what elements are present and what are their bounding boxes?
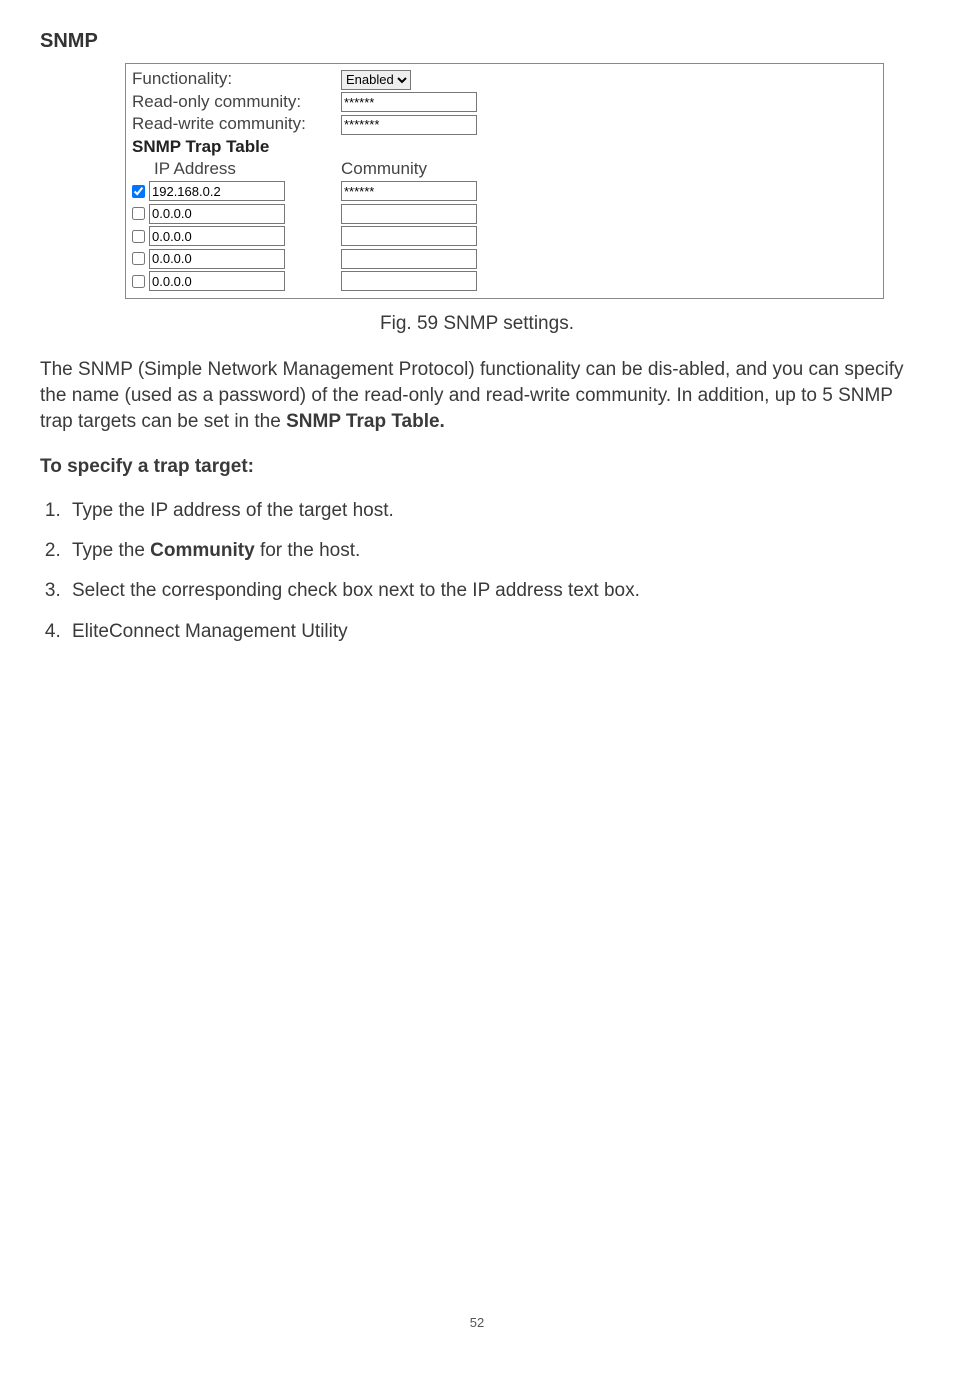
read-only-community-input[interactable] [341, 92, 477, 112]
trap-ip-input[interactable] [149, 181, 285, 201]
trap-row [132, 225, 481, 248]
functionality-select[interactable]: Enabled [341, 70, 411, 90]
trap-community-input[interactable] [341, 226, 477, 246]
read-write-community-input[interactable] [341, 115, 477, 135]
ip-address-header: IP Address [132, 159, 236, 178]
trap-row-checkbox[interactable] [132, 185, 145, 198]
trap-community-input[interactable] [341, 249, 477, 269]
step-item: Type the Community for the host. [66, 538, 914, 564]
community-header: Community [341, 158, 481, 180]
description-paragraph: The SNMP (Simple Network Management Prot… [40, 357, 914, 436]
trap-ip-input[interactable] [149, 226, 285, 246]
step-item: Type the IP address of the target host. [66, 498, 914, 524]
snmp-settings-panel: Functionality: Enabled Read-only communi… [125, 63, 884, 299]
functionality-label: Functionality: [132, 68, 341, 91]
trap-row-checkbox[interactable] [132, 275, 145, 288]
trap-ip-input[interactable] [149, 204, 285, 224]
trap-row [132, 180, 481, 203]
trap-row [132, 247, 481, 270]
read-write-community-label: Read-write community: [132, 113, 341, 136]
trap-community-input[interactable] [341, 204, 477, 224]
trap-community-input[interactable] [341, 181, 477, 201]
trap-ip-input[interactable] [149, 249, 285, 269]
trap-ip-input[interactable] [149, 271, 285, 291]
trap-row [132, 270, 481, 293]
page-number: 52 [40, 1315, 914, 1330]
procedure-heading: To specify a trap target: [40, 454, 914, 480]
step-item: Select the corresponding check box next … [66, 578, 914, 604]
read-only-community-label: Read-only community: [132, 91, 341, 114]
trap-row-checkbox[interactable] [132, 230, 145, 243]
trap-table-title: SNMP Trap Table [132, 136, 481, 158]
step-item: EliteConnect Management Utility [66, 619, 914, 645]
steps-list: Type the IP address of the target host. … [40, 498, 914, 645]
figure-caption: Fig. 59 SNMP settings. [40, 313, 914, 335]
section-heading: SNMP [40, 30, 914, 53]
trap-community-input[interactable] [341, 271, 477, 291]
trap-row [132, 202, 481, 225]
trap-row-checkbox[interactable] [132, 207, 145, 220]
trap-row-checkbox[interactable] [132, 252, 145, 265]
